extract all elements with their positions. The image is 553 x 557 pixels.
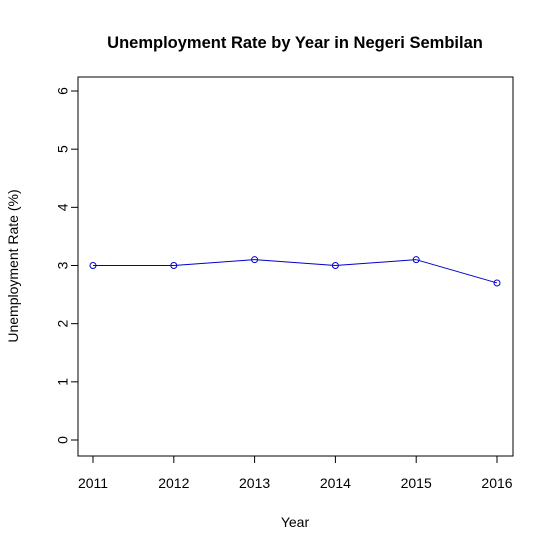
y-tick-label: 5 bbox=[55, 145, 71, 153]
y-tick-label: 3 bbox=[55, 261, 71, 269]
y-tick-label: 0 bbox=[55, 436, 71, 444]
data-point bbox=[493, 279, 501, 287]
y-tick-label: 6 bbox=[55, 87, 71, 95]
y-axis: 0 1 2 3 4 5 6 bbox=[55, 87, 79, 444]
x-tick-label: 2012 bbox=[158, 475, 189, 491]
series-line-segment bbox=[173, 259, 255, 266]
y-tick-label: 4 bbox=[55, 203, 71, 211]
x-tick-label: 2013 bbox=[239, 475, 270, 491]
chart-title: Unemployment Rate by Year in Negeri Semb… bbox=[107, 34, 483, 52]
series-line-segment bbox=[335, 259, 417, 266]
y-axis-title: Unemployment Rate (%) bbox=[5, 189, 21, 342]
data-point bbox=[331, 262, 339, 269]
x-tick-label: 2015 bbox=[401, 475, 432, 491]
series-line-segment bbox=[416, 259, 498, 284]
data-point bbox=[170, 262, 178, 269]
x-tick-label: 2014 bbox=[320, 475, 351, 491]
data-point bbox=[412, 256, 420, 264]
series-layer bbox=[89, 256, 501, 287]
plot-frame bbox=[77, 76, 514, 457]
series-line-segment bbox=[254, 259, 336, 266]
y-tick-label: 2 bbox=[55, 320, 71, 328]
data-point bbox=[89, 262, 97, 269]
x-axis: 2011 2012 2013 2014 2015 2016 bbox=[78, 455, 513, 491]
x-tick-label: 2016 bbox=[481, 475, 512, 491]
data-point bbox=[251, 256, 259, 264]
x-axis-title: Year bbox=[281, 514, 310, 530]
x-tick-label: 2011 bbox=[78, 475, 108, 491]
y-tick-label: 1 bbox=[55, 378, 71, 386]
